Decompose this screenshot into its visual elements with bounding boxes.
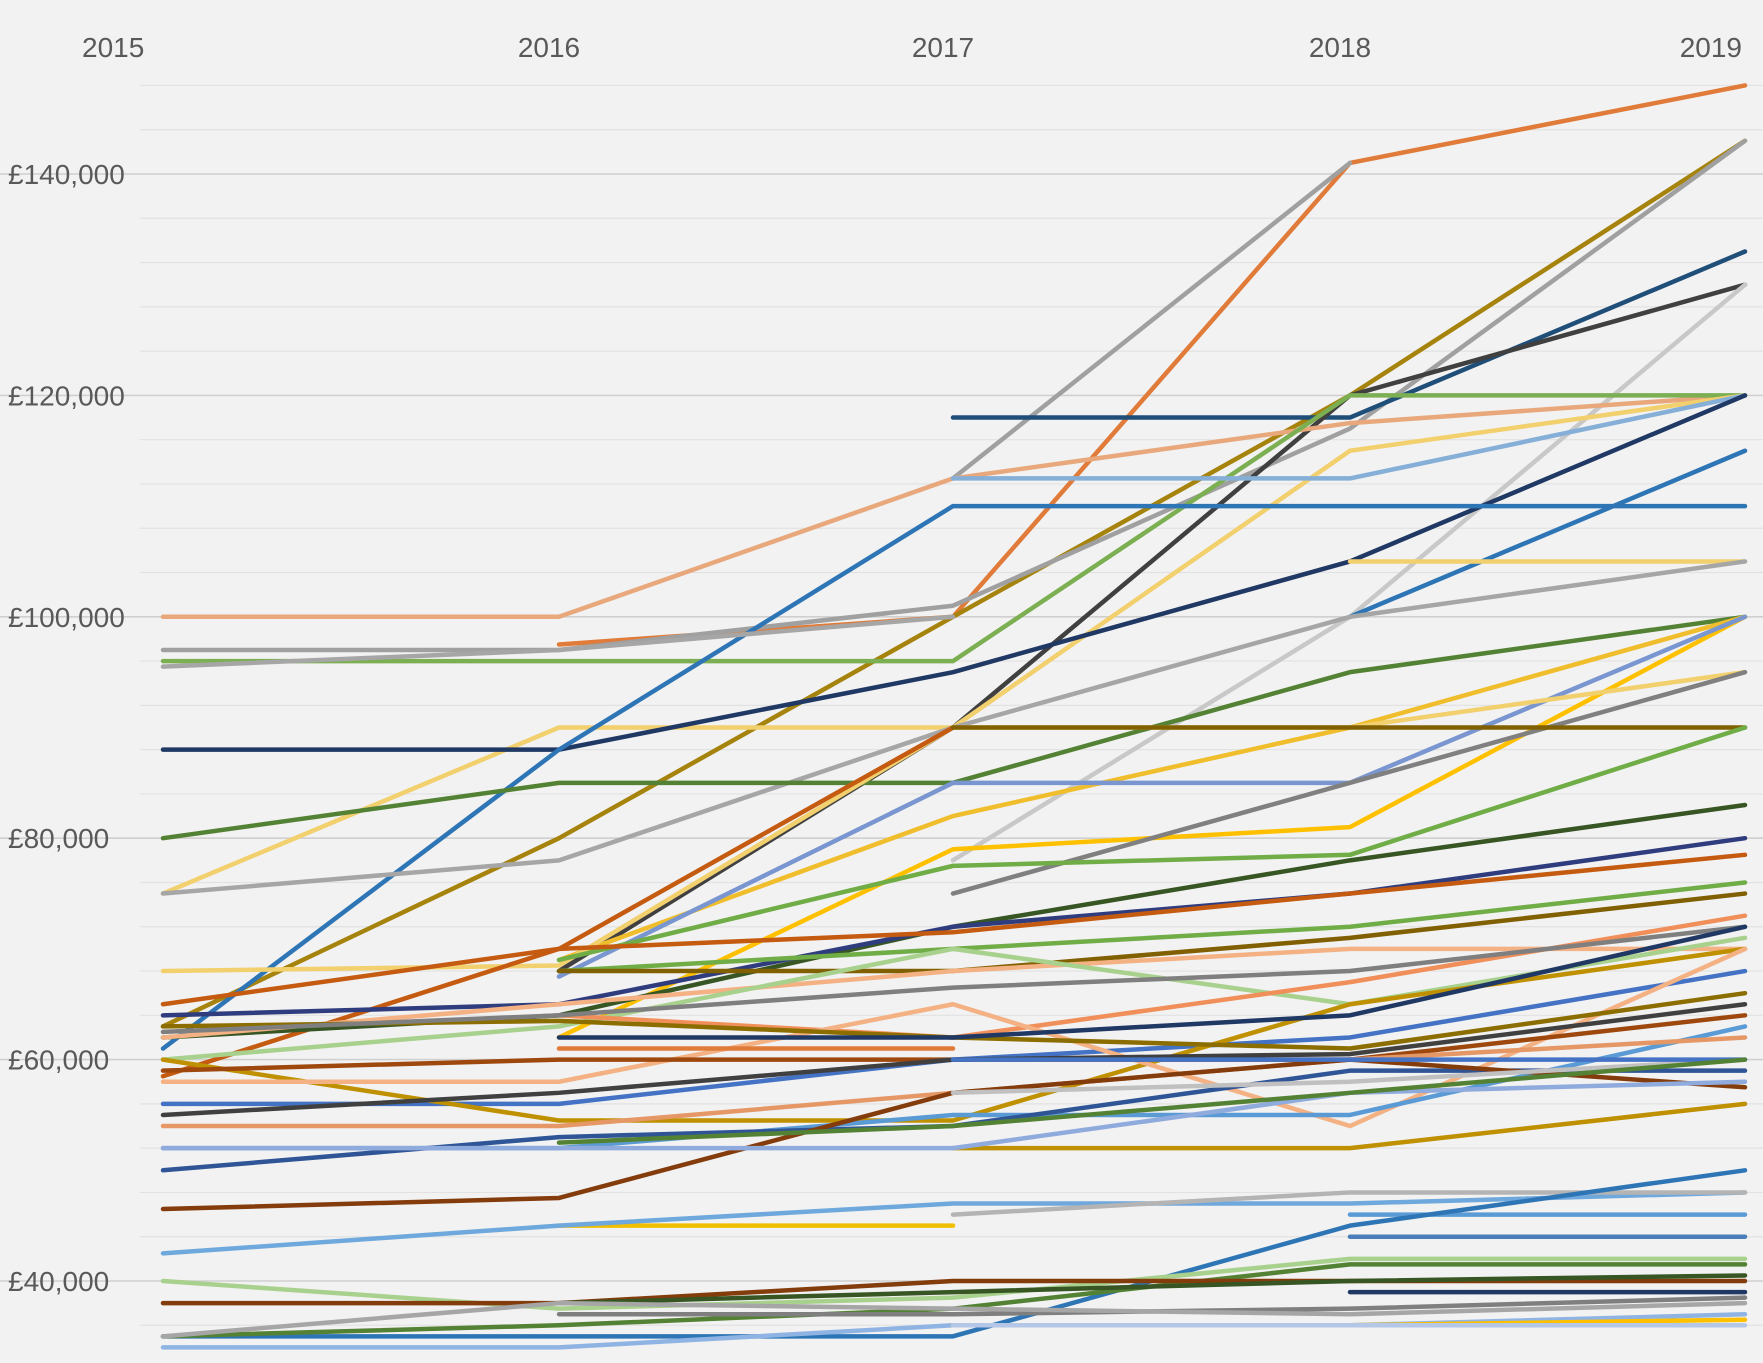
series-line-33 [160, 935, 1748, 1062]
series-line-23 [950, 669, 1748, 896]
y-tick-label: £100,000 [8, 602, 125, 633]
series-line-9 [160, 393, 1748, 664]
series-line-51 [556, 1057, 1748, 1145]
series-line-55 [950, 1190, 1748, 1217]
series-line-31 [556, 891, 1748, 974]
series-line-48 [950, 1101, 1748, 1151]
series-line-5 [950, 249, 1748, 420]
series-line-4 [160, 138, 1748, 653]
series-line-16 [160, 614, 956, 669]
series-line-11 [950, 393, 1748, 481]
series-line-54 [160, 1190, 1748, 1256]
series-line-19 [556, 614, 1748, 963]
y-tick-label: £140,000 [8, 159, 125, 190]
x-tick-label: 2017 [912, 32, 974, 63]
series-line-44 [556, 924, 1748, 1040]
series-line-65 [160, 1300, 1748, 1339]
x-axis-labels: 2015 2016 2017 2018 2019 [82, 32, 1742, 63]
y-tick-label: £80,000 [8, 823, 109, 854]
y-axis-labels: £140,000 £120,000 £100,000 £80,000 £60,000 £4… [8, 159, 125, 1297]
series-line-58 [160, 1168, 1748, 1339]
series-line-39 [160, 924, 1748, 1035]
x-tick-label: 2015 [82, 32, 144, 63]
series-line-29 [160, 852, 1748, 1007]
series-line-26 [556, 725, 1748, 963]
y-tick-label: £60,000 [8, 1045, 109, 1076]
series-lines [160, 83, 1748, 1350]
series-line-10 [160, 393, 1748, 896]
series-line-30 [556, 880, 1748, 974]
series-line-47 [950, 1057, 1748, 1096]
y-tick-label: £120,000 [8, 380, 125, 411]
series-line-62 [556, 1273, 1748, 1306]
series-line-14 [1347, 448, 1748, 620]
series-line-3 [950, 160, 1353, 481]
x-tick-label: 2018 [1309, 32, 1371, 63]
x-tick-label: 2019 [1680, 32, 1742, 63]
series-line-28 [160, 835, 1748, 1018]
series-line-50 [160, 1079, 1748, 1151]
x-tick-label: 2016 [518, 32, 580, 63]
series-line-32 [160, 946, 1748, 1040]
series-line-6 [556, 282, 1748, 974]
series-line-13 [160, 503, 1748, 1051]
series-line-59 [160, 1256, 1748, 1311]
y-tick-label: £40,000 [8, 1266, 109, 1297]
series-line-1 [556, 83, 1748, 647]
